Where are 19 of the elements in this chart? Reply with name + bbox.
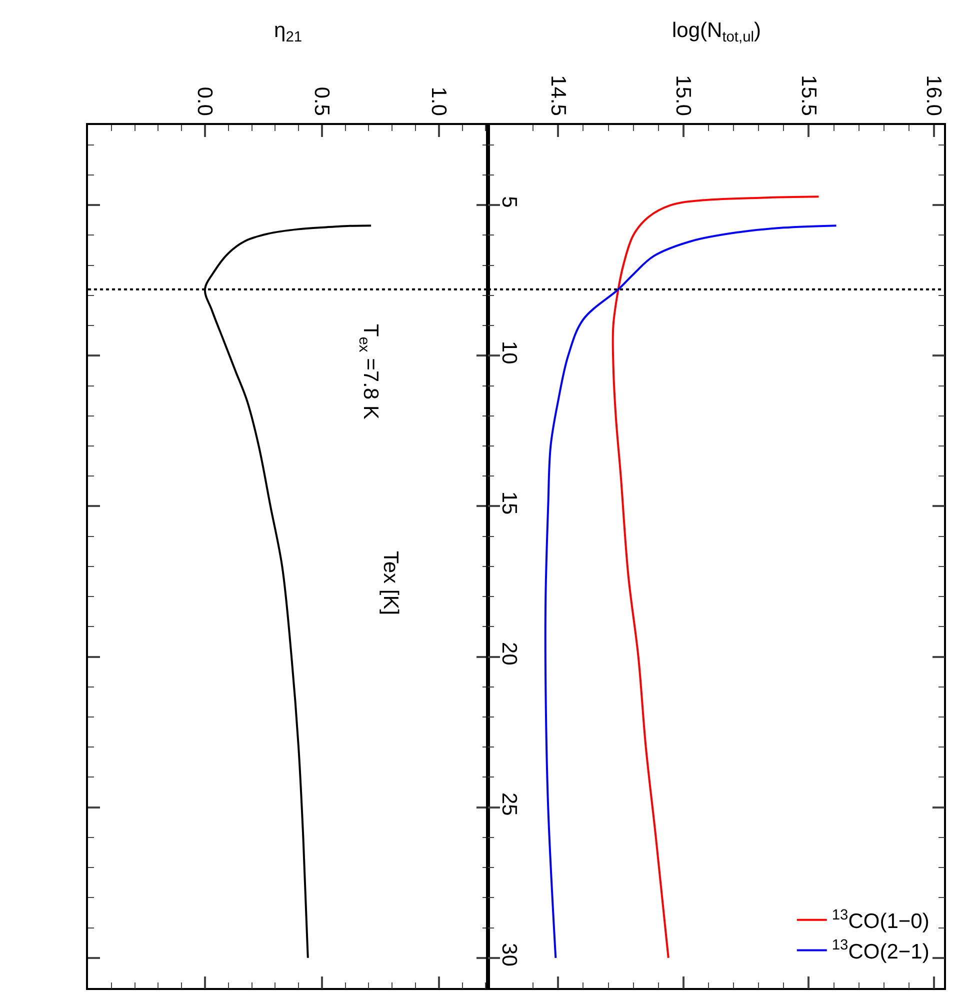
x-tick-label: 0.5 [310, 86, 334, 116]
y-axis-title: Tex [K] [378, 550, 402, 616]
legend-label: $^{13}$CO(1−0) [832, 907, 930, 934]
legend-label: $^{13}$CO(2−1) [832, 938, 930, 964]
x-tick-label: 1.0 [427, 86, 450, 116]
x-tick-label: 15.5 [796, 75, 820, 116]
line-series [612, 196, 820, 959]
y-tick-label: 5 [498, 196, 521, 208]
y-tick-label: 15 [498, 491, 521, 515]
x-axis-title: η$_{21}$ [274, 19, 302, 46]
x-tick-label: 14.5 [546, 75, 570, 116]
x-axis-title: log(N$_{tot,ul}$) [672, 19, 762, 46]
x-tick-label: 15.0 [672, 75, 695, 116]
y-tick-label: 30 [498, 943, 521, 966]
y-tick-label: 20 [498, 642, 521, 666]
y-tick-label: 10 [498, 340, 521, 364]
x-tick-label: 16.0 [922, 75, 946, 116]
y-tick-label: 25 [498, 792, 521, 816]
x-tick-label: 0.0 [193, 86, 216, 116]
